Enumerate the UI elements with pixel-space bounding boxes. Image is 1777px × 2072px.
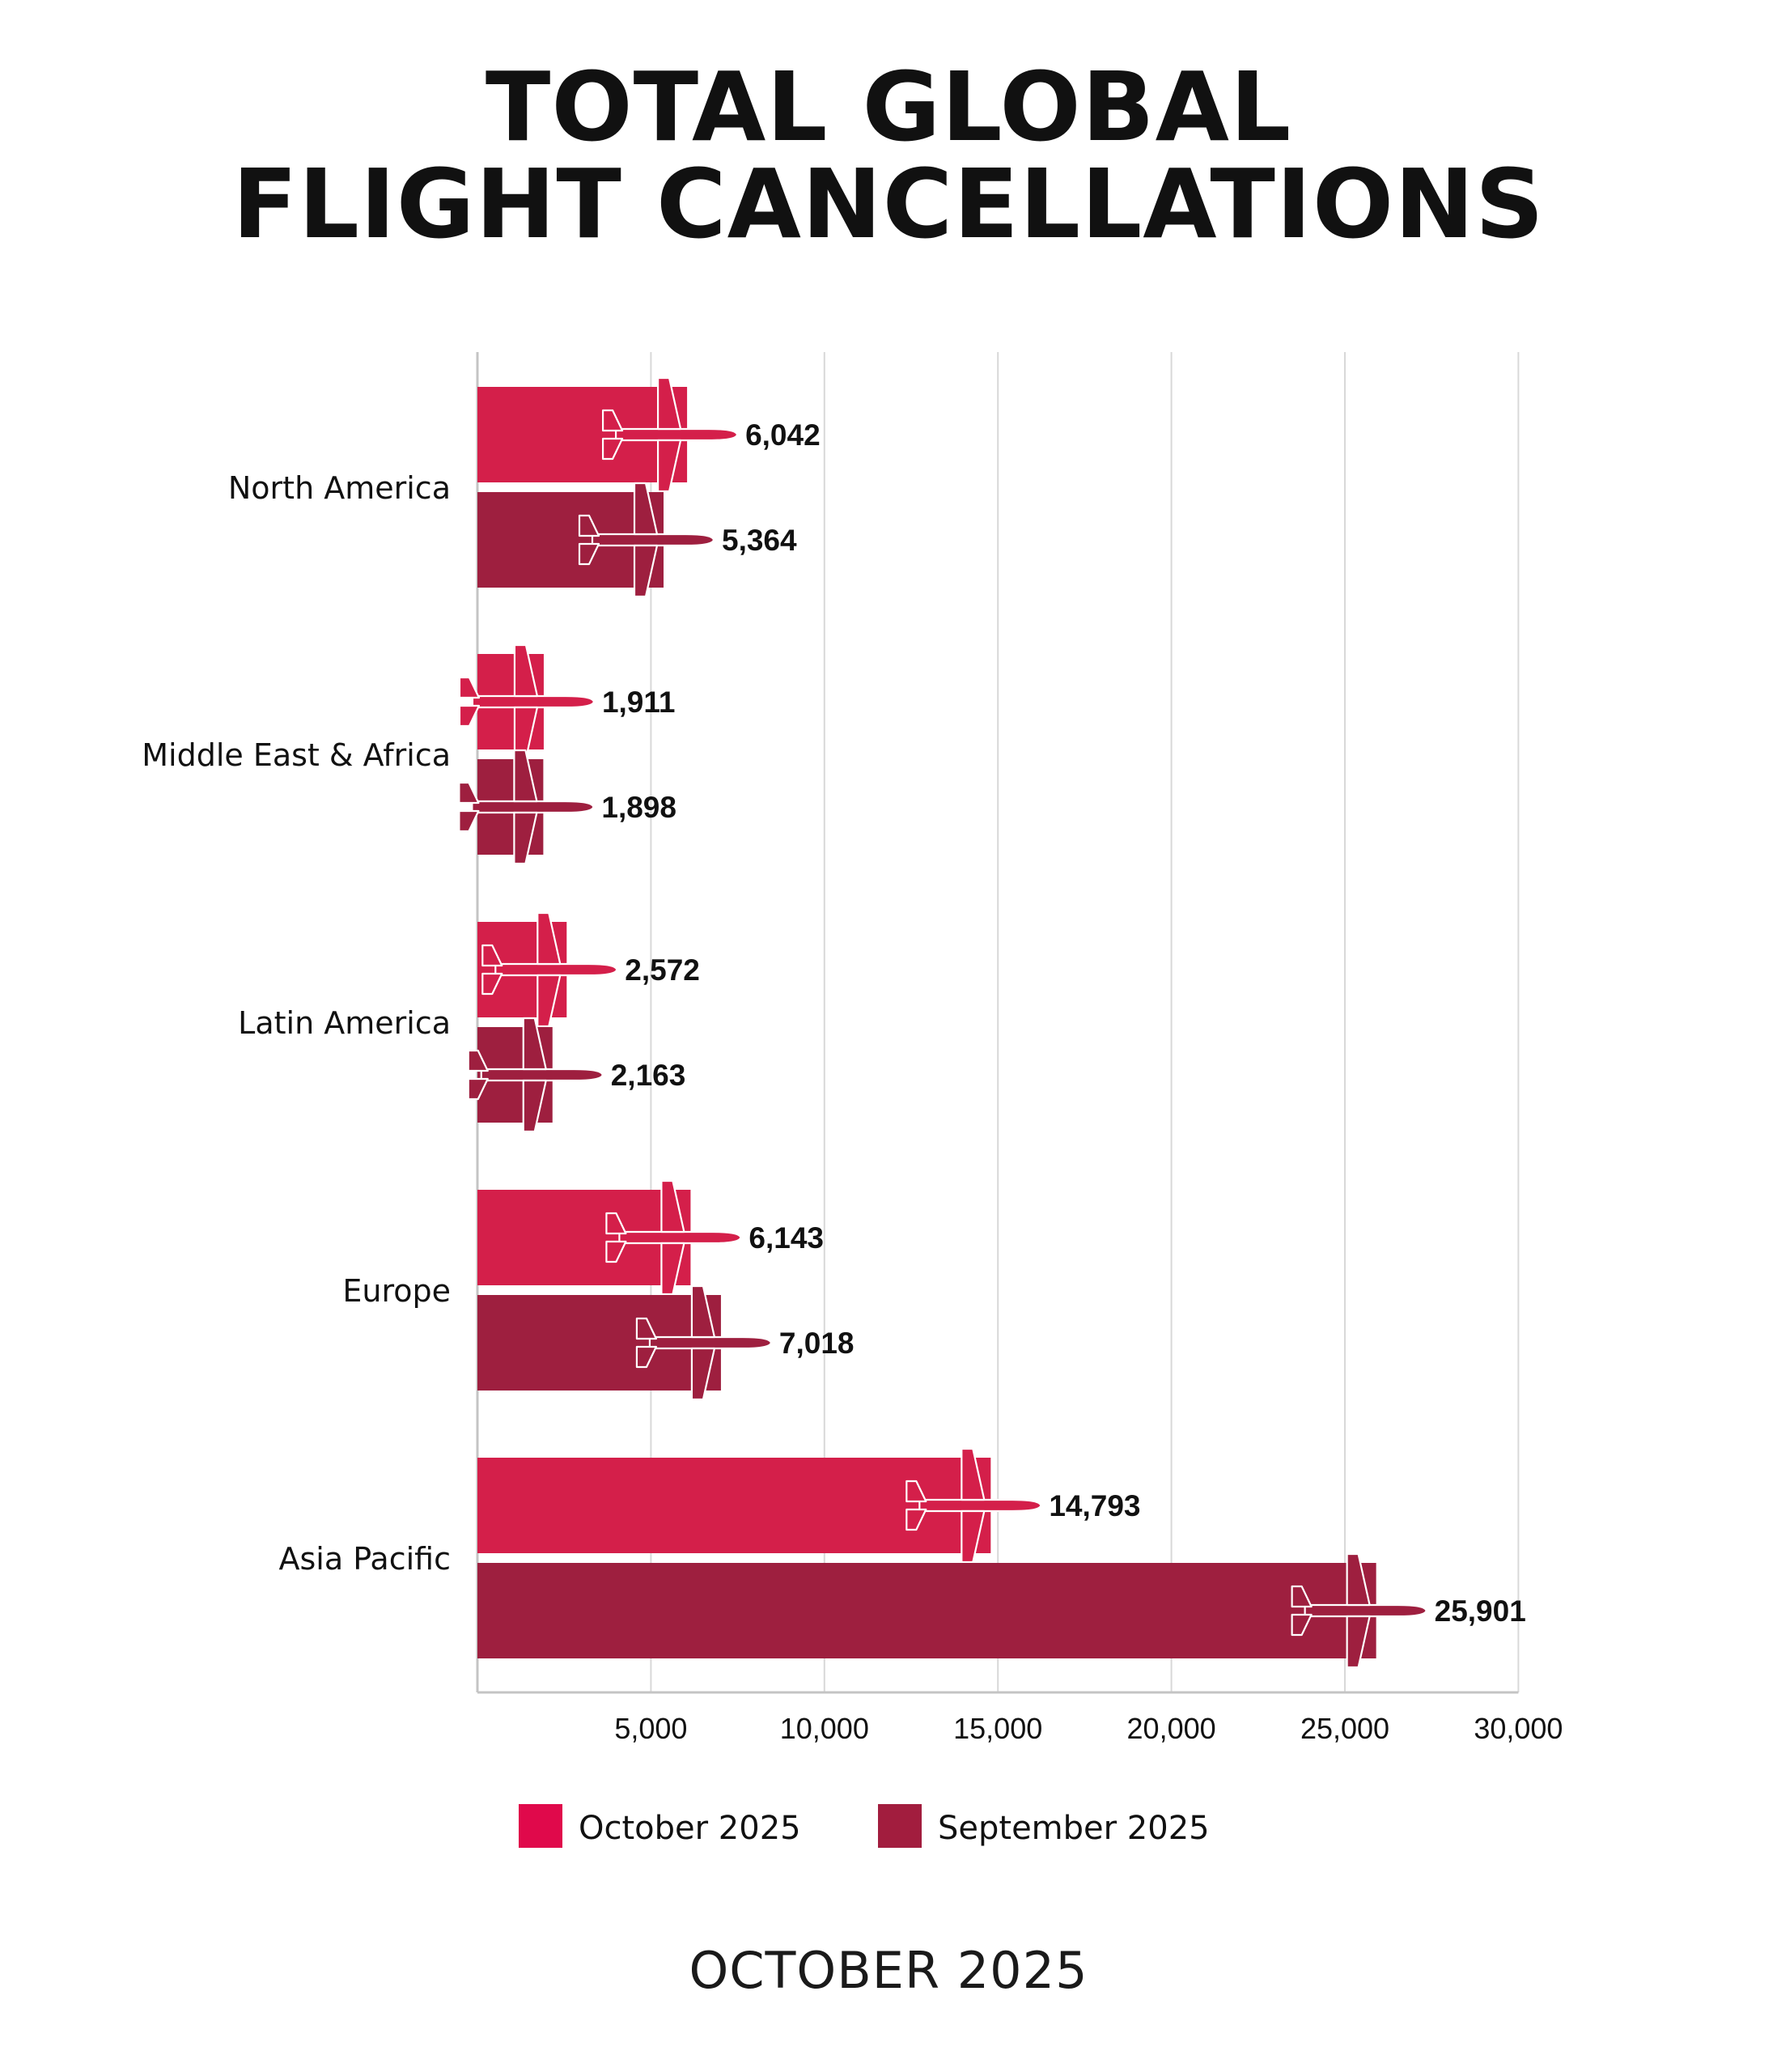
x-tick-label: 5,000 — [614, 1712, 687, 1745]
chart-title-line-1: TOTAL GLOBAL — [485, 51, 1292, 163]
bar-chart: 5,000 10,000 15,000 20,000 25,000 30,000 North… — [142, 352, 1563, 1848]
data-label: 6,143 — [749, 1221, 824, 1255]
category-label: Middle East & Africa — [142, 737, 451, 773]
chart-footer-date: OCTOBER 2025 — [689, 1941, 1088, 2000]
category-label: Asia Pacific — [279, 1541, 452, 1577]
data-label: 5,364 — [722, 524, 797, 557]
data-label: 1,898 — [601, 791, 676, 824]
data-label: 2,163 — [611, 1059, 686, 1092]
data-label: 7,018 — [779, 1327, 855, 1360]
bar — [477, 1458, 991, 1553]
x-tick-label: 20,000 — [1127, 1712, 1216, 1745]
bar — [477, 1563, 1376, 1658]
x-tick-label: 25,000 — [1300, 1712, 1389, 1745]
chart-title: TOTAL GLOBAL FLIGHT CANCELLATIONS — [0, 58, 1777, 253]
data-label: 14,793 — [1049, 1489, 1140, 1522]
data-label: 25,901 — [1435, 1594, 1526, 1628]
x-tick-label: 30,000 — [1474, 1712, 1563, 1745]
legend-label: September 2025 — [938, 1810, 1210, 1847]
data-label: 6,042 — [745, 418, 821, 452]
category-label: Europe — [342, 1273, 451, 1309]
legend-swatch — [519, 1804, 562, 1848]
data-label: 2,572 — [625, 953, 700, 987]
legend-label: October 2025 — [579, 1810, 801, 1847]
category-label: North America — [228, 470, 451, 506]
x-tick-label: 15,000 — [953, 1712, 1042, 1745]
data-label: 1,911 — [602, 686, 676, 719]
category-label: Latin America — [238, 1005, 451, 1041]
chart-title-line-2: FLIGHT CANCELLATIONS — [232, 148, 1545, 260]
x-tick-label: 10,000 — [780, 1712, 869, 1745]
legend-swatch — [878, 1804, 922, 1848]
